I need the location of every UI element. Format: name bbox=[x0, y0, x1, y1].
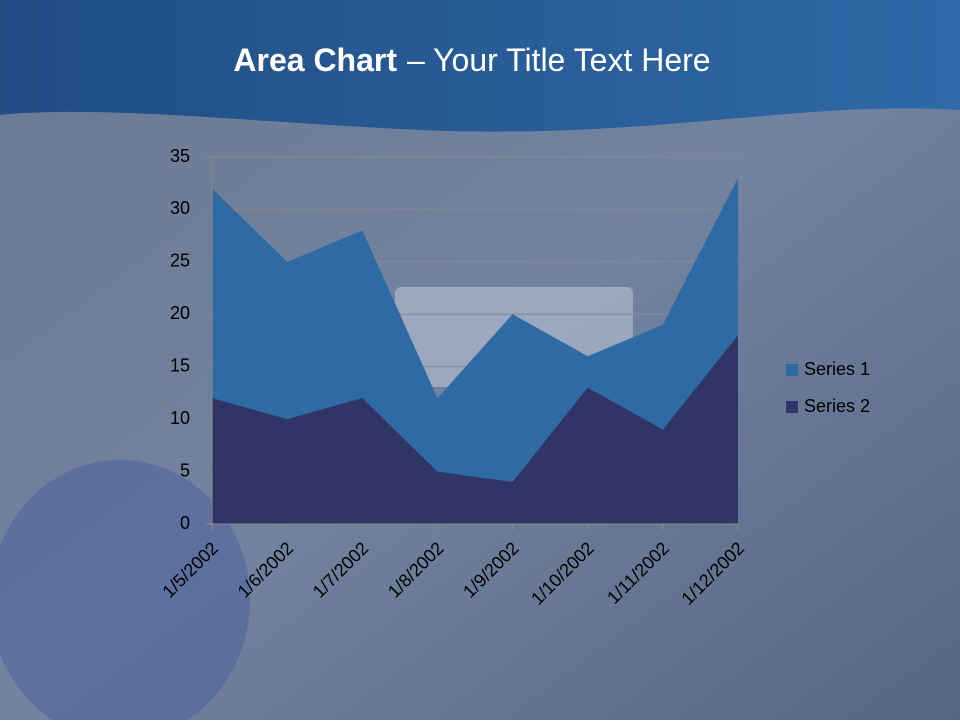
header-band bbox=[0, 0, 960, 132]
chart-title: Area Chart – Your Title Text Here bbox=[233, 42, 710, 78]
legend-label: Series 1 bbox=[804, 359, 870, 379]
legend-swatch bbox=[786, 401, 798, 413]
y-tick-label: 0 bbox=[180, 513, 190, 533]
title-rest: – Your Title Text Here bbox=[407, 42, 711, 78]
y-tick-label: 10 bbox=[170, 408, 190, 428]
y-tick-label: 30 bbox=[170, 198, 190, 218]
y-tick-label: 35 bbox=[170, 146, 190, 166]
y-tick-label: 15 bbox=[170, 355, 190, 375]
photo-figure bbox=[0, 460, 250, 725]
area bbox=[212, 335, 738, 524]
y-tick-label: 20 bbox=[170, 303, 190, 323]
y-tick-label: 5 bbox=[180, 460, 190, 480]
y-tick-label: 25 bbox=[170, 251, 190, 271]
legend-swatch bbox=[786, 364, 798, 376]
legend-label: Series 2 bbox=[804, 396, 870, 416]
title-lead: Area Chart bbox=[233, 42, 397, 78]
